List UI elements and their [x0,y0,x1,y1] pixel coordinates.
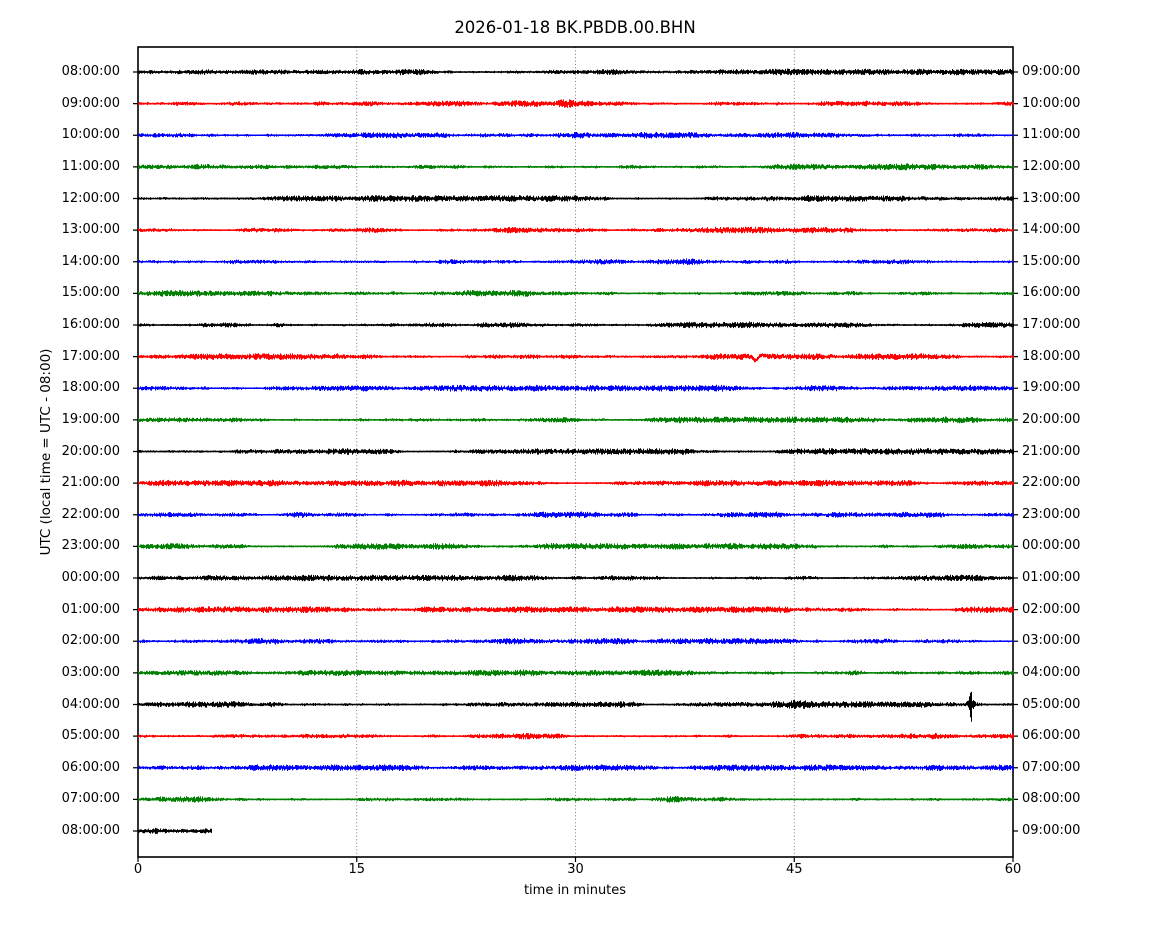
trace-end-time-label: 07:00:00 [1022,759,1081,775]
trace-start-time-label: 09:00:00 [61,95,120,111]
trace-end-time-label: 18:00:00 [1022,348,1081,364]
x-tick-label: 0 [133,862,143,877]
trace-end-time-label: 21:00:00 [1022,443,1081,459]
trace-end-time-label: 06:00:00 [1022,728,1081,744]
trace-start-time-label: 03:00:00 [61,664,120,680]
trace-start-time-label: 02:00:00 [61,633,120,649]
trace-end-time-label: 14:00:00 [1022,222,1081,238]
trace-end-time-label: 23:00:00 [1022,506,1081,522]
trace-start-time-label: 08:00:00 [61,823,120,838]
trace-start-time-label: 07:00:00 [61,791,120,807]
trace-start-time-label: 17:00:00 [61,348,120,364]
trace-start-time-label: 08:00:00 [61,64,120,79]
trace-start-time-label: 14:00:00 [61,253,120,269]
trace-end-time-label: 08:00:00 [1022,791,1081,807]
trace-end-time-label: 01:00:00 [1022,570,1081,585]
trace-end-time-label: 12:00:00 [1022,158,1081,174]
trace-start-time-label: 21:00:00 [61,475,120,491]
trace-end-time-label: 02:00:00 [1022,601,1081,617]
trace-start-time-label: 16:00:00 [61,317,120,332]
trace-start-time-label: 05:00:00 [61,728,120,744]
x-tick-label: 15 [348,862,366,877]
trace-start-time-label: 00:00:00 [61,570,120,585]
x-tick-label: 45 [785,862,803,877]
trace-start-time-label: 11:00:00 [61,158,120,174]
trace-end-time-label: 22:00:00 [1022,475,1081,491]
trace-start-time-label: 10:00:00 [61,127,120,143]
trace-end-time-label: 09:00:00 [1022,823,1081,838]
trace-start-time-label: 20:00:00 [61,443,120,459]
trace-end-time-label: 16:00:00 [1022,285,1081,301]
x-tick-label: 30 [567,862,584,877]
trace-start-time-label: 18:00:00 [61,380,120,396]
trace-end-time-label: 20:00:00 [1022,411,1081,427]
trace-start-time-label: 22:00:00 [61,506,120,522]
trace-end-time-label: 19:00:00 [1022,380,1081,396]
trace-end-time-label: 04:00:00 [1022,664,1081,680]
x-tick-label: 60 [1004,862,1022,877]
trace-start-time-label: 19:00:00 [61,411,120,427]
plot-title: 2026-01-18 BK.PBDB.00.BHN [454,18,696,37]
trace-end-time-label: 09:00:00 [1022,64,1081,79]
trace-end-time-label: 10:00:00 [1022,95,1081,111]
trace-start-time-label: 13:00:00 [61,222,120,238]
trace-start-time-label: 23:00:00 [61,538,120,554]
trace-start-time-label: 12:00:00 [61,190,120,206]
trace-start-time-label: 01:00:00 [61,601,120,617]
trace-end-time-label: 00:00:00 [1022,538,1081,554]
trace-end-time-label: 11:00:00 [1022,127,1081,143]
trace-end-time-label: 13:00:00 [1022,190,1081,206]
trace-end-time-label: 17:00:00 [1022,317,1081,332]
trace-start-time-label: 06:00:00 [61,759,120,775]
trace-start-time-label: 15:00:00 [61,285,120,301]
trace-end-time-label: 05:00:00 [1022,696,1081,712]
trace-end-time-label: 15:00:00 [1022,253,1081,269]
trace-start-time-label: 04:00:00 [61,696,120,712]
x-axis-label: time in minutes [523,883,627,898]
trace-end-time-label: 03:00:00 [1022,633,1081,649]
